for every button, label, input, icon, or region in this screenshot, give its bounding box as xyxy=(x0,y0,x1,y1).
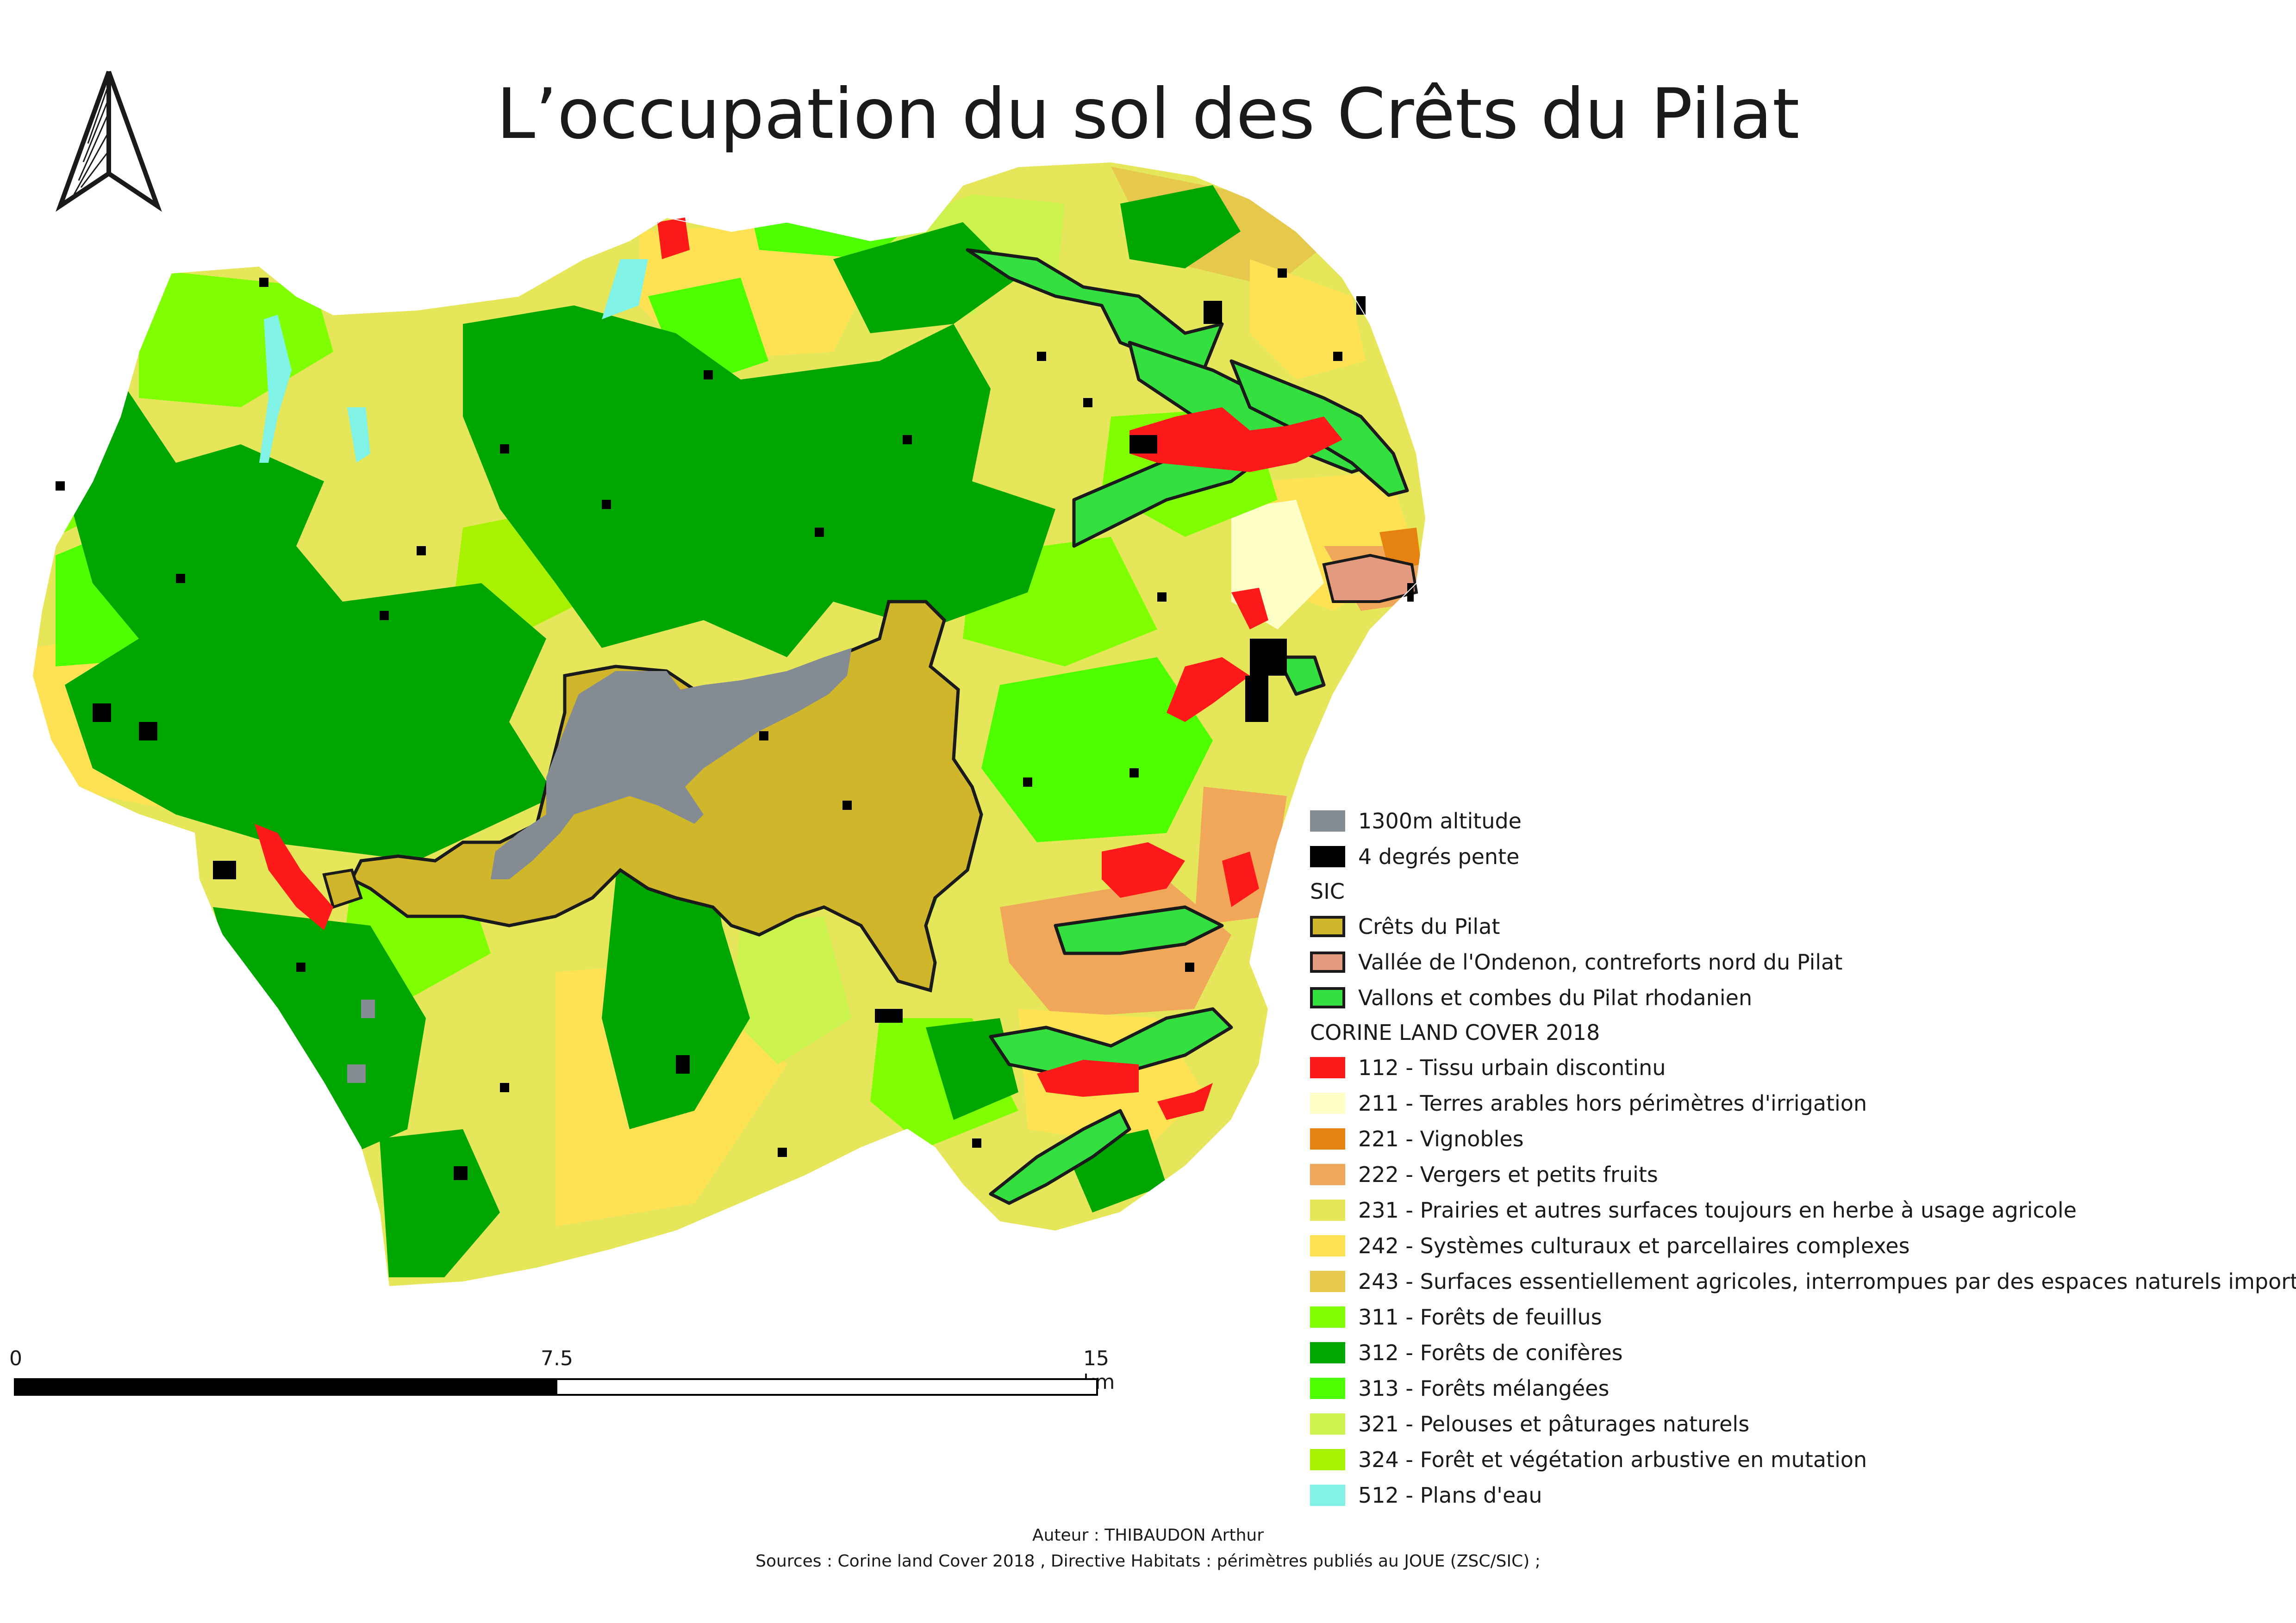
legend-clc-label: 512 - Plans d'eau xyxy=(1358,1482,1542,1508)
legend-clc-label: 221 - Vignobles xyxy=(1358,1126,1524,1151)
legend-clc-item: 243 - Surfaces essentiellement agricoles… xyxy=(1310,1263,2296,1299)
legend-clc-swatch xyxy=(1310,1163,1345,1185)
legend-overlay-item: 4 degrés pente xyxy=(1310,839,2296,874)
legend-clc-item: 313 - Forêts mélangées xyxy=(1310,1370,2296,1406)
scale-bar: 0 7.5 15 km xyxy=(9,1347,1120,1407)
legend-sic-swatch xyxy=(1310,987,1345,1008)
legend-clc-label: 211 - Terres arables hors périmètres d'i… xyxy=(1358,1090,1867,1116)
legend-clc-item: 211 - Terres arables hors périmètres d'i… xyxy=(1310,1085,2296,1121)
legend-sic-swatch xyxy=(1310,915,1345,937)
legend-clc-label: 321 - Pelouses et pâturages naturels xyxy=(1358,1411,1750,1436)
legend-sic-label: Vallons et combes du Pilat rhodanien xyxy=(1358,985,1753,1010)
legend-clc-label: 243 - Surfaces essentiellement agricoles… xyxy=(1358,1269,2296,1294)
scale-label-mid: 7.5 xyxy=(541,1347,573,1370)
legend-clc-item: 321 - Pelouses et pâturages naturels xyxy=(1310,1406,2296,1442)
land-cover-map xyxy=(32,162,1426,1287)
legend-clc-swatch xyxy=(1310,1449,1345,1470)
legend-clc-swatch xyxy=(1310,1484,1345,1506)
legend-overlay-swatch xyxy=(1310,846,1345,867)
legend-overlay-swatch xyxy=(1310,810,1345,832)
legend-clc-swatch xyxy=(1310,1235,1345,1256)
legend-sic-item: Crêts du Pilat xyxy=(1310,908,2296,944)
legend-clc-item: 231 - Prairies et autres surfaces toujou… xyxy=(1310,1192,2296,1228)
north-arrow-icon xyxy=(56,71,162,212)
legend-sic-swatch xyxy=(1310,951,1345,973)
legend-clc-label: 112 - Tissu urbain discontinu xyxy=(1358,1055,1666,1080)
credits: Auteur : THIBAUDON Arthur Sources : Cori… xyxy=(0,1523,2296,1574)
legend-clc-item: 312 - Forêts de conifères xyxy=(1310,1335,2296,1370)
legend-clc-label: 231 - Prairies et autres surfaces toujou… xyxy=(1358,1197,2077,1223)
legend-clc-swatch xyxy=(1310,1413,1345,1435)
scale-segment-white xyxy=(555,1378,1098,1396)
legend-clc-item: 242 - Systèmes culturaux et parcellaires… xyxy=(1310,1228,2296,1263)
legend-clc-label: 311 - Forêts de feuillus xyxy=(1358,1304,1602,1330)
sources-credit: Sources : Corine land Cover 2018 , Direc… xyxy=(755,1552,1541,1571)
legend-clc-swatch xyxy=(1310,1057,1345,1078)
legend-clc-item: 222 - Vergers et petits fruits xyxy=(1310,1157,2296,1192)
legend-clc-label: 222 - Vergers et petits fruits xyxy=(1358,1162,1658,1187)
legend-clc-label: 313 - Forêts mélangées xyxy=(1358,1375,1610,1401)
legend-clc-swatch xyxy=(1310,1199,1345,1221)
legend-overlay-label: 1300m altitude xyxy=(1358,808,1522,833)
legend-clc-label: 324 - Forêt et végétation arbustive en m… xyxy=(1358,1447,1867,1472)
author-credit: Auteur : THIBAUDON Arthur xyxy=(1032,1526,1264,1545)
legend-overlay-label: 4 degrés pente xyxy=(1358,844,1520,869)
scale-segment-black xyxy=(14,1378,555,1396)
legend-sic-label: Vallée de l'Ondenon, contreforts nord du… xyxy=(1358,949,1843,975)
legend-sic-label: Crêts du Pilat xyxy=(1358,914,1500,939)
legend-clc-swatch xyxy=(1310,1306,1345,1328)
legend-clc-swatch xyxy=(1310,1092,1345,1114)
legend-clc-swatch xyxy=(1310,1342,1345,1363)
legend-clc-swatch xyxy=(1310,1128,1345,1150)
legend-overlay-item: 1300m altitude xyxy=(1310,803,2296,839)
legend-clc-swatch xyxy=(1310,1270,1345,1292)
legend-clc-item: 112 - Tissu urbain discontinu xyxy=(1310,1050,2296,1085)
legend-sic-item: Vallée de l'Ondenon, contreforts nord du… xyxy=(1310,944,2296,980)
map-legend: 1300m altitude 4 degrés pente SIC Crêts d… xyxy=(1310,803,2296,1513)
legend-clc-label: 312 - Forêts de conifères xyxy=(1358,1340,1623,1365)
altitude-1300m-zone xyxy=(491,648,852,879)
legend-clc-item: 311 - Forêts de feuillus xyxy=(1310,1299,2296,1335)
scale-label-start: 0 xyxy=(9,1347,22,1370)
map-title: L’occupation du sol des Crêts du Pilat xyxy=(496,74,1800,155)
legend-clc-item: 324 - Forêt et végétation arbustive en m… xyxy=(1310,1442,2296,1477)
legend-clc-label: 242 - Systèmes culturaux et parcellaires… xyxy=(1358,1233,1910,1258)
legend-clc-item: 221 - Vignobles xyxy=(1310,1121,2296,1157)
legend-clc-swatch xyxy=(1310,1377,1345,1399)
legend-clc-heading: CORINE LAND COVER 2018 xyxy=(1310,1020,1600,1045)
legend-clc-item: 512 - Plans d'eau xyxy=(1310,1477,2296,1513)
legend-sic-item: Vallons et combes du Pilat rhodanien xyxy=(1310,980,2296,1015)
legend-sic-heading: SIC xyxy=(1310,879,1345,904)
